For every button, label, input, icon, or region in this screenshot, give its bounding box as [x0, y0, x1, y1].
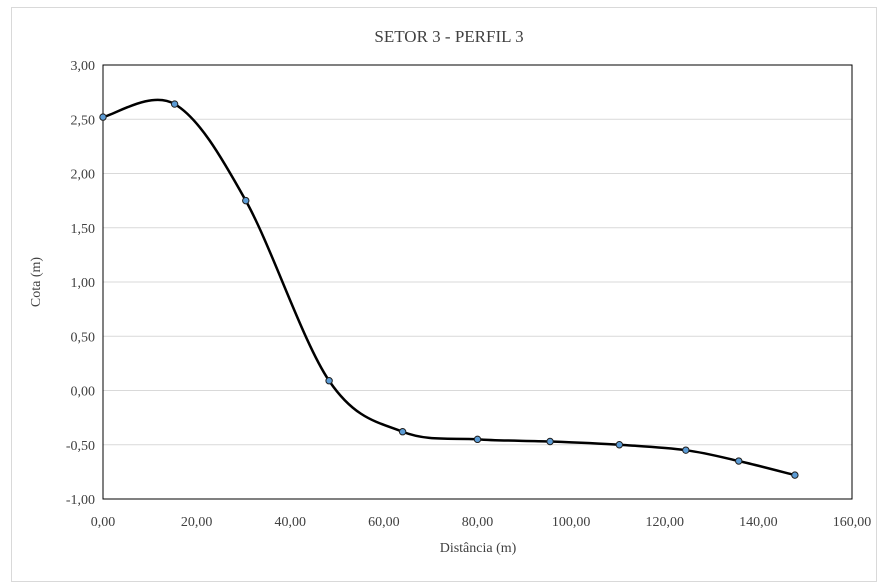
x-tick-label: 100,00	[552, 515, 591, 530]
x-axis-ticks: 0,00 20,00 40,00 60,00 80,00 100,00 120,00 140,…	[91, 515, 872, 530]
data-point	[170, 100, 179, 108]
x-tick-label: 160,00	[833, 515, 872, 530]
y-tick-label: 1,00	[71, 276, 96, 291]
x-tick-label: 40,00	[275, 515, 307, 530]
grid-lines	[103, 118, 852, 446]
data-point	[735, 457, 743, 465]
chart-svg: -1,00 -0,50 0,00 0,50 1,00 1,50 2,00 2,50 3,00 0…	[29, 27, 872, 556]
data-point	[398, 428, 407, 436]
x-tick-label: 120,00	[646, 515, 685, 530]
x-tick-label: 140,00	[739, 515, 778, 530]
series-line	[102, 98, 796, 477]
data-point	[682, 446, 690, 454]
x-axis-title: Distância (m)	[440, 541, 517, 556]
y-tick-label: 1,50	[71, 222, 96, 237]
data-point	[242, 196, 250, 205]
y-tick-label: 3,00	[71, 59, 96, 74]
y-tick-label: -0,50	[66, 439, 95, 454]
data-point	[546, 437, 554, 446]
chart-frame	[11, 7, 877, 582]
x-tick-label: 0,00	[91, 515, 116, 530]
data-point	[325, 377, 333, 385]
data-points	[99, 100, 799, 479]
data-point	[99, 113, 107, 121]
chart-title: SETOR 3 - PERFIL 3	[374, 27, 523, 46]
y-tick-label: 0,50	[71, 330, 96, 345]
y-axis-title: Cota (m)	[29, 257, 44, 307]
data-point	[791, 471, 799, 479]
data-point	[615, 441, 624, 449]
y-tick-label: -1,00	[66, 493, 95, 508]
data-point	[473, 435, 482, 444]
y-tick-label: 2,50	[71, 113, 96, 128]
x-tick-label: 20,00	[181, 515, 213, 530]
y-axis-ticks: -1,00 -0,50 0,00 0,50 1,00 1,50 2,00 2,50 3,00	[66, 59, 95, 508]
x-tick-label: 80,00	[462, 515, 494, 530]
y-tick-label: 2,00	[71, 168, 96, 183]
plot-area	[102, 64, 853, 500]
x-tick-label: 60,00	[368, 515, 400, 530]
y-tick-label: 0,00	[71, 385, 96, 400]
